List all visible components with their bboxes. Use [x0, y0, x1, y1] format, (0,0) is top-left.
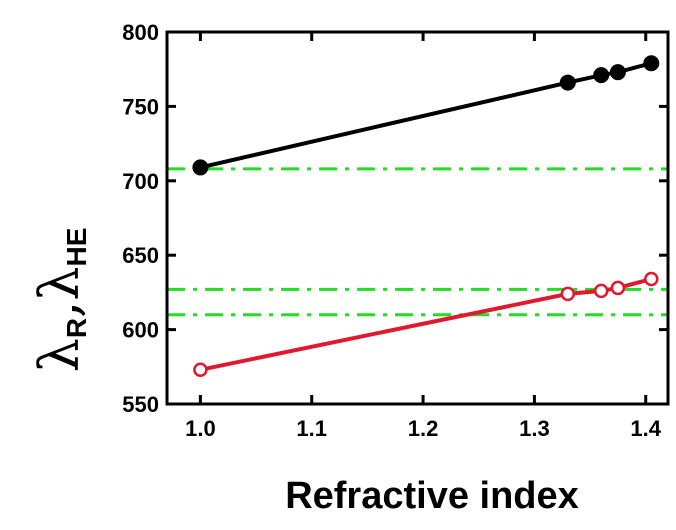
y-tick-label-1: 550 — [122, 392, 159, 417]
y-tick-label-5: 750 — [122, 94, 159, 119]
x-tick-label-2: 1.1 — [296, 416, 327, 441]
y-tick-label-2: 600 — [122, 318, 159, 343]
y-title-subscript-1: R — [61, 318, 92, 338]
plot-content — [167, 55, 668, 378]
series-1-point-2 — [559, 74, 576, 91]
series-2-point-5 — [644, 271, 659, 287]
series-1-point-3 — [593, 67, 610, 84]
y-axis-title: λR,λHE — [28, 228, 92, 373]
x-tick-label-1: 1.0 — [185, 416, 216, 441]
series-2-point-3 — [593, 283, 609, 299]
series-1-point-1 — [192, 159, 209, 176]
plot-frame — [165, 30, 670, 406]
y-title-subscript-2: HE — [61, 228, 92, 267]
x-axis-title: Refractive index — [285, 475, 579, 517]
series-2-point-1 — [193, 362, 208, 378]
y-tick-label-4: 700 — [122, 169, 159, 194]
y-tick-label-6: 800 — [122, 20, 159, 45]
y-tick-label-3: 650 — [122, 243, 159, 268]
axes-layer — [165, 30, 670, 406]
y-title-symbol-1: λ — [28, 338, 91, 372]
series-2-point-4 — [610, 280, 626, 296]
series-1-line — [199, 61, 652, 170]
svg-text:λR,λHE: λR,λHE — [28, 228, 92, 373]
series-1-point-4 — [609, 64, 626, 81]
series-2-point-2 — [560, 286, 576, 302]
x-tick-label-5: 1.4 — [630, 416, 661, 441]
series-1-point-5 — [643, 55, 660, 72]
y-title-symbol-2: λ — [28, 267, 91, 301]
series-2-line — [199, 277, 652, 372]
x-tick-label-3: 1.2 — [408, 416, 439, 441]
ticks-layer: 1.0 1.1 1.2 1.3 1.4 550 600 650 700 750 800 — [122, 20, 668, 441]
x-tick-label-4: 1.3 — [519, 416, 550, 441]
y-title-comma: , — [28, 301, 91, 318]
